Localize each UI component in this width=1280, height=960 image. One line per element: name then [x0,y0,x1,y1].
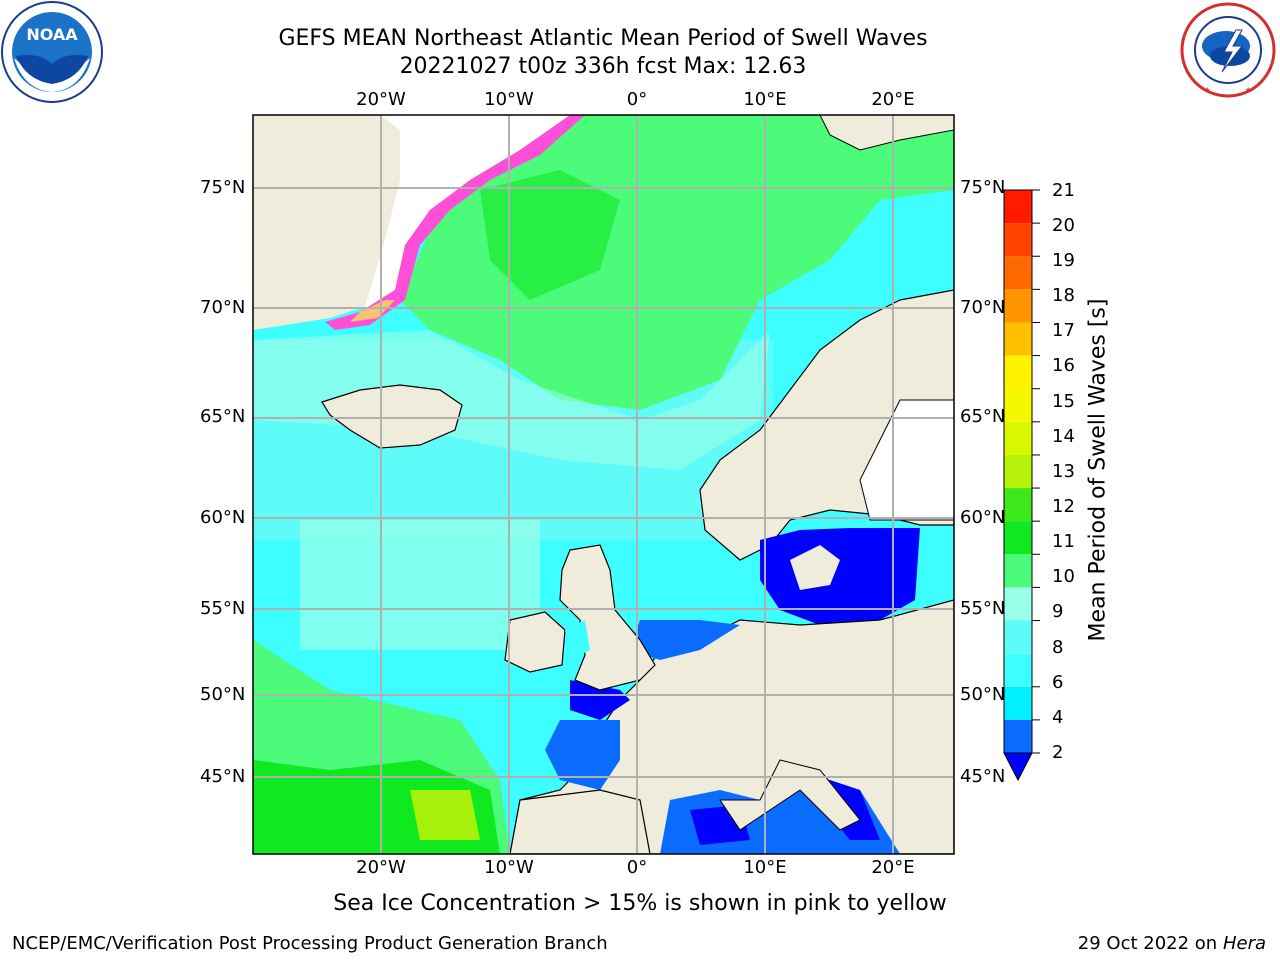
lat-label-left-45: 45°N [200,766,246,787]
lon-label-top-20e: 20°E [871,89,915,110]
colorbar-tick-17: 17 [1052,320,1075,341]
ireland-land [504,611,566,673]
iberia-land [509,789,651,854]
colorbar-tick-16: 16 [1052,355,1075,376]
noaa-logo: NOAA [1,1,103,103]
greenland-ice-zone [360,115,570,320]
colorbar-band-8-9 [1004,587,1032,621]
colorbar-band-19-20 [1004,223,1032,257]
iceland-land [321,384,463,449]
footer-date-text: 29 Oct 2022 on [1077,933,1223,954]
colorbar-band-9-10 [1004,554,1032,588]
colorbar-tick-13: 13 [1052,461,1075,482]
map-frame [252,114,955,855]
colorbar-tick-6: 6 [1052,672,1064,693]
lon-label-top-0: 0° [626,89,648,110]
lat-label-left-70: 70°N [200,297,246,318]
colorbar-band-4-6 [1004,686,1032,720]
lat-label-right-65: 65°N [960,406,1006,427]
colorbar-tick-4: 4 [1052,707,1064,728]
colorbar-tick-9: 9 [1052,601,1064,622]
colorbar-tick-19: 19 [1052,250,1075,271]
gulf-of-bothnia-ice-free [859,399,954,521]
baltic-sea-short-period [760,528,920,625]
sea-ice-note: Sea Ice Concentration > 15% is shown in … [333,891,947,916]
colorbar-tick-10: 10 [1052,566,1075,587]
lat-label-right-70: 70°N [960,297,1006,318]
colorbar-band-17-18 [1004,289,1032,323]
colorbar-band-15-16 [1004,355,1032,389]
graticule [253,115,954,854]
colorbar-band-16-17 [1004,322,1032,356]
lat-label-right-45: 45°N [960,766,1006,787]
colorbar-band-2-4 [1004,719,1032,753]
colorbar-band-7-8 [1004,620,1032,654]
greenland-land [253,115,410,330]
colorbar-title: Mean Period of Swell Waves [s] [1085,298,1111,642]
lat-label-right-75: 75°N [960,177,1006,198]
colorbar-band-12-13 [1004,454,1032,489]
map-title: GEFS MEAN Northeast Atlantic Mean Period… [278,26,928,51]
colorbar-tick-20: 20 [1052,215,1075,236]
colorbar-tick-15: 15 [1052,391,1075,412]
lat-label-left-55: 55°N [200,598,246,619]
lat-label-left-60: 60°N [200,507,246,528]
lon-label-bottom-10e: 10°E [743,857,787,878]
lon-label-bottom-0: 0° [626,857,648,878]
lat-label-right-55: 55°N [960,598,1006,619]
footer-host: Hera [1222,933,1266,954]
colorbar-tick-14: 14 [1052,426,1075,447]
colorbar-tick-18: 18 [1052,285,1075,306]
colorbar [1004,190,1032,753]
svalbard-land [819,115,954,151]
colorbar-extend-below [1003,752,1033,782]
colorbar-tick-2: 2 [1052,742,1064,763]
bay-of-biscay-short-period [545,720,620,790]
colorbar-frame [1003,189,1033,754]
lat-label-left-65: 65°N [200,406,246,427]
svg-text:★: ★ [1204,86,1210,94]
colorbar-tick-21: 21 [1052,180,1075,201]
colorbar-tick-8: 8 [1052,637,1064,658]
great-britain-land [559,544,656,691]
lat-label-right-60: 60°N [960,507,1006,528]
lon-label-bottom-10w: 10°W [484,857,534,878]
map-subtitle: 20221027 t00z 336h fcst Max: 12.63 [399,54,807,79]
lon-label-top-10e: 10°E [743,89,787,110]
colorbar-band-20-21 [1004,190,1032,224]
svg-text:★: ★ [1245,86,1251,94]
colorbar-band-18-19 [1004,256,1032,290]
colorbar-band-11-12 [1004,488,1032,522]
colorbar-band-10-11 [1004,521,1032,555]
nws-logo: ★ ★ [1180,2,1276,98]
colorbar-band-13-14 [1004,421,1032,455]
lon-label-bottom-20w: 20°W [356,857,406,878]
colorbar-band-14-15 [1004,388,1032,422]
footer-date: 29 Oct 2022 on Hera [1078,933,1266,954]
lat-label-left-75: 75°N [200,177,246,198]
colorbar-tick-12: 12 [1052,496,1075,517]
lon-label-top-20w: 20°W [356,89,406,110]
lat-label-left-50: 50°N [200,684,246,705]
lon-label-bottom-20e: 20°E [871,857,915,878]
footer-credit: NCEP/EMC/Verification Post Processing Pr… [12,933,608,954]
noaa-logo-text: NOAA [26,25,78,44]
lat-label-right-50: 50°N [960,684,1006,705]
lon-label-top-10w: 10°W [484,89,534,110]
colorbar-tick-11: 11 [1052,531,1075,552]
colorbar-band-6-7 [1004,653,1032,687]
